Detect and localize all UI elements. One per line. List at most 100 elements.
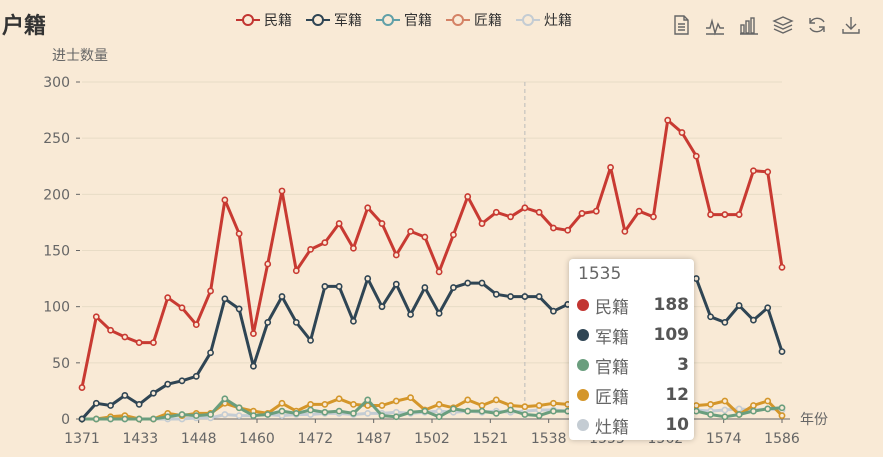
data-point[interactable] — [364, 204, 372, 212]
data-point[interactable] — [221, 411, 229, 418]
data-point[interactable] — [164, 294, 172, 302]
data-point[interactable] — [550, 224, 557, 232]
data-point[interactable] — [421, 407, 429, 415]
data-point[interactable] — [692, 152, 700, 160]
data-point[interactable] — [364, 409, 372, 417]
data-point[interactable] — [407, 311, 414, 318]
data-point[interactable] — [121, 415, 129, 423]
legend-item-zaoji[interactable]: 灶籍 — [516, 10, 572, 30]
data-point[interactable] — [435, 310, 443, 317]
data-point[interactable] — [192, 412, 200, 420]
data-point[interactable] — [250, 330, 257, 338]
data-point[interactable] — [735, 211, 743, 218]
data-point[interactable] — [264, 260, 272, 268]
data-point[interactable] — [535, 402, 543, 409]
data-point[interactable] — [150, 389, 157, 397]
data-point[interactable] — [150, 415, 157, 423]
data-point[interactable] — [764, 405, 772, 413]
data-point[interactable] — [421, 233, 429, 241]
legend-item-guanji[interactable]: 官籍 — [376, 10, 432, 30]
data-point[interactable] — [478, 279, 486, 287]
data-point[interactable] — [235, 404, 243, 412]
data-point[interactable] — [778, 348, 786, 355]
data-point[interactable] — [250, 412, 257, 420]
data-point[interactable] — [750, 316, 757, 324]
data-point[interactable] — [592, 207, 600, 215]
data-point[interactable] — [392, 413, 400, 421]
data-point[interactable] — [307, 406, 314, 414]
data-point[interactable] — [435, 268, 443, 276]
data-point[interactable] — [721, 318, 729, 326]
data-point[interactable] — [307, 400, 314, 408]
data-point[interactable] — [492, 290, 500, 298]
restore-icon[interactable] — [806, 14, 828, 36]
data-point[interactable] — [778, 412, 786, 420]
data-point[interactable] — [450, 405, 457, 413]
data-point[interactable] — [221, 196, 229, 204]
data-point[interactable] — [107, 326, 114, 334]
data-point[interactable] — [392, 397, 400, 405]
data-point[interactable] — [221, 295, 229, 303]
data-point[interactable] — [235, 230, 243, 238]
data-point[interactable] — [264, 318, 272, 326]
data-point[interactable] — [292, 267, 300, 275]
data-point[interactable] — [721, 397, 729, 405]
data-point[interactable] — [478, 407, 486, 415]
data-point[interactable] — [207, 411, 214, 418]
data-point[interactable] — [450, 284, 457, 291]
data-point[interactable] — [764, 304, 772, 312]
series-line[interactable] — [80, 118, 784, 388]
data-point[interactable] — [621, 228, 629, 235]
data-point[interactable] — [307, 336, 314, 344]
data-point[interactable] — [778, 263, 786, 271]
data-point[interactable] — [92, 313, 100, 321]
data-point[interactable] — [750, 167, 757, 175]
download-icon[interactable] — [840, 14, 862, 36]
data-point[interactable] — [350, 400, 357, 408]
data-point[interactable] — [735, 302, 743, 309]
data-point[interactable] — [521, 204, 529, 212]
data-point[interactable] — [721, 211, 729, 218]
data-point[interactable] — [292, 318, 300, 326]
data-point[interactable] — [764, 168, 772, 176]
data-point[interactable] — [421, 284, 429, 291]
data-point[interactable] — [507, 213, 514, 221]
data-point[interactable] — [192, 372, 200, 380]
data-point[interactable] — [507, 406, 514, 414]
data-point[interactable] — [535, 293, 543, 300]
data-point[interactable] — [335, 220, 343, 227]
data-point[interactable] — [750, 402, 757, 409]
data-point[interactable] — [235, 412, 243, 420]
data-point[interactable] — [407, 394, 414, 402]
data-point[interactable] — [321, 239, 329, 247]
data-point[interactable] — [378, 412, 386, 420]
data-point[interactable] — [464, 407, 472, 415]
data-point[interactable] — [278, 293, 286, 300]
data-point[interactable] — [278, 187, 286, 195]
data-point[interactable] — [492, 396, 500, 404]
data-point[interactable] — [492, 208, 500, 216]
data-point[interactable] — [578, 210, 586, 217]
data-view-icon[interactable] — [670, 14, 692, 36]
data-point[interactable] — [321, 400, 329, 408]
data-point[interactable] — [435, 400, 443, 408]
data-point[interactable] — [364, 275, 372, 282]
data-point[interactable] — [435, 413, 443, 421]
data-point[interactable] — [521, 293, 529, 300]
data-point[interactable] — [535, 412, 543, 420]
data-point[interactable] — [207, 287, 214, 295]
line-chart-icon[interactable] — [704, 14, 726, 36]
data-point[interactable] — [278, 407, 286, 415]
data-point[interactable] — [135, 415, 143, 423]
data-point[interactable] — [464, 396, 472, 404]
data-point[interactable] — [335, 407, 343, 415]
legend-item-minji[interactable]: 民籍 — [236, 10, 292, 30]
data-point[interactable] — [321, 408, 329, 416]
legend-item-junji[interactable]: 军籍 — [306, 10, 362, 30]
data-point[interactable] — [307, 245, 314, 253]
data-point[interactable] — [478, 220, 486, 227]
data-point[interactable] — [378, 303, 386, 311]
data-point[interactable] — [407, 408, 414, 416]
stack-icon[interactable] — [772, 14, 794, 36]
data-point[interactable] — [335, 395, 343, 403]
